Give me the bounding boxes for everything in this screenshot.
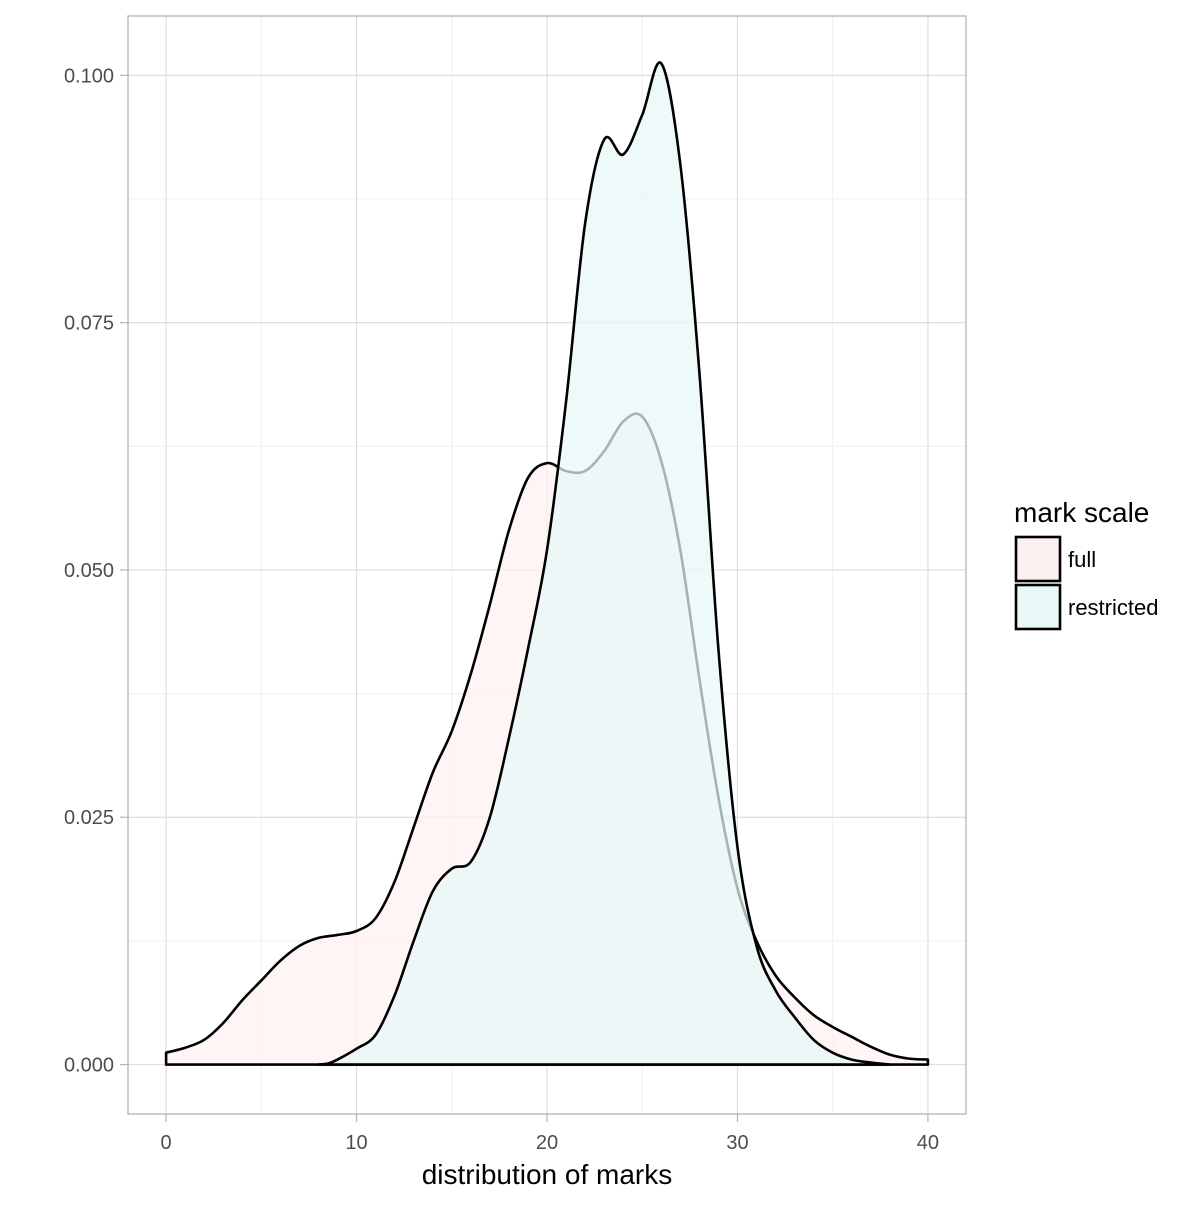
y-tick-label: 0.050	[64, 560, 114, 582]
y-axis-ticks: 0.000 0.025 0.050 0.075 0.100	[64, 65, 128, 1077]
x-tick-label: 0	[161, 1132, 172, 1154]
legend-key-full	[1014, 535, 1062, 583]
legend-key-restricted	[1014, 583, 1062, 631]
density-areas	[164, 61, 930, 1066]
x-tick-label: 40	[917, 1132, 939, 1154]
density-area-restricted	[317, 61, 892, 1066]
legend-label-restricted: restricted	[1068, 595, 1158, 620]
x-axis-title: distribution of marks	[422, 1159, 673, 1190]
legend-items: full restricted	[1014, 535, 1158, 631]
x-axis-ticks: 0 10 20 30 40	[161, 1114, 939, 1154]
y-tick-label: 0.025	[64, 807, 114, 829]
x-tick-label: 20	[536, 1132, 558, 1154]
legend-title: mark scale	[1014, 497, 1149, 528]
x-tick-label: 30	[726, 1132, 748, 1154]
y-tick-label: 0.000	[64, 1055, 114, 1077]
y-tick-label: 0.100	[64, 65, 114, 87]
legend-label-full: full	[1068, 547, 1096, 572]
legend: mark scale full restricted	[1014, 497, 1158, 631]
x-tick-label: 10	[345, 1132, 367, 1154]
y-tick-label: 0.075	[64, 313, 114, 335]
